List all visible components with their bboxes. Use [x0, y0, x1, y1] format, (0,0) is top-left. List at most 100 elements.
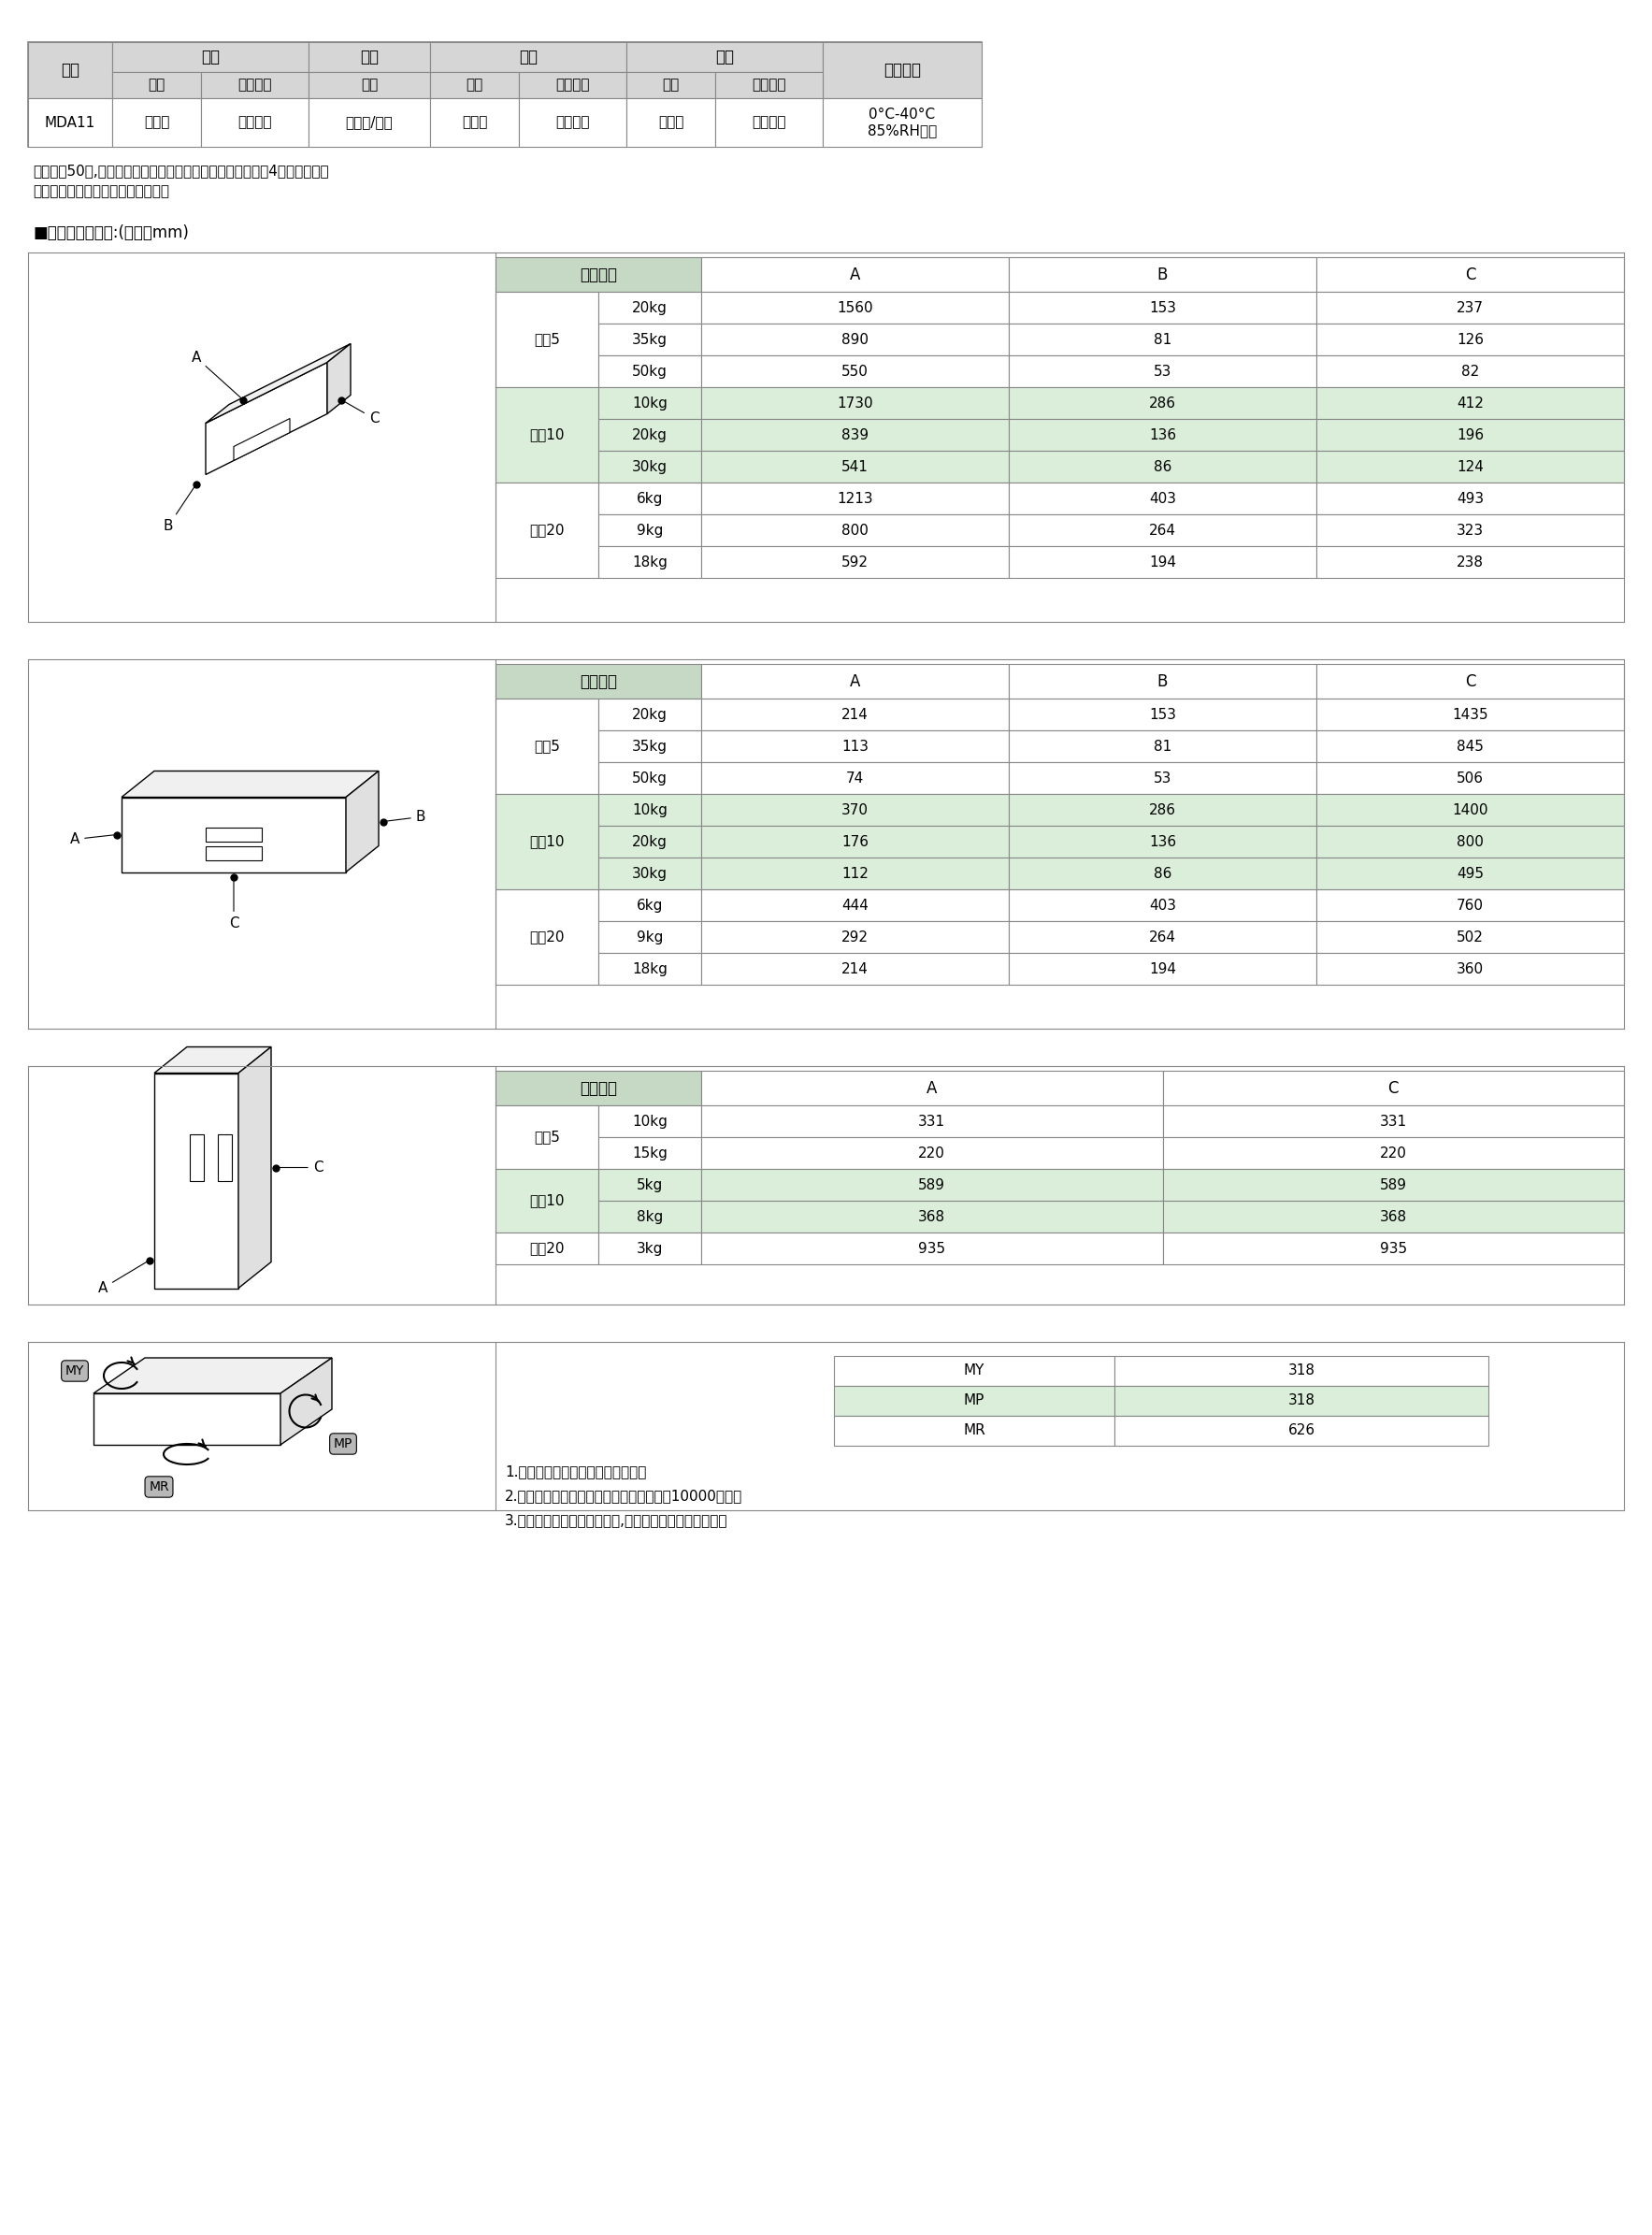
Text: 盖板: 盖板: [715, 49, 733, 65]
Bar: [1317, 890, 1624, 921]
Text: 使用环境: 使用环境: [884, 63, 920, 78]
Bar: [700, 825, 1009, 858]
Text: 493: 493: [1457, 492, 1483, 505]
Text: A: A: [69, 831, 114, 847]
Bar: [218, 1133, 231, 1180]
Text: 30kg: 30kg: [633, 460, 667, 474]
Text: 506: 506: [1457, 771, 1483, 784]
Bar: [598, 324, 700, 355]
Text: 20kg: 20kg: [633, 834, 667, 849]
Text: 导程5: 导程5: [534, 333, 560, 346]
Bar: [1009, 514, 1317, 545]
Bar: [206, 827, 261, 840]
Polygon shape: [206, 362, 327, 474]
Text: 35kg: 35kg: [633, 740, 667, 753]
Bar: [1009, 762, 1317, 793]
Text: 35kg: 35kg: [633, 333, 667, 346]
Bar: [112, 98, 202, 148]
Text: 286: 286: [1150, 802, 1176, 816]
Polygon shape: [206, 344, 350, 422]
Bar: [1163, 1138, 1624, 1169]
Text: 194: 194: [1150, 554, 1176, 570]
Bar: [496, 1231, 598, 1265]
Bar: [1317, 387, 1624, 418]
Bar: [700, 1169, 1163, 1200]
Text: 214: 214: [841, 961, 869, 977]
Text: 6kg: 6kg: [636, 492, 662, 505]
Text: 81: 81: [1153, 333, 1171, 346]
Bar: [430, 42, 626, 72]
Bar: [834, 1357, 1115, 1386]
Bar: [309, 42, 430, 72]
Text: 74: 74: [846, 771, 864, 784]
Text: 124: 124: [1457, 460, 1483, 474]
Text: 220: 220: [919, 1147, 945, 1160]
Text: A: A: [192, 351, 241, 398]
Text: 264: 264: [1150, 523, 1176, 536]
Bar: [700, 355, 1009, 387]
Text: C: C: [344, 400, 378, 425]
Text: 50kg: 50kg: [633, 364, 667, 378]
Bar: [598, 514, 700, 545]
Bar: [1317, 825, 1624, 858]
Bar: [700, 1106, 1163, 1138]
Bar: [700, 890, 1009, 921]
Text: 214: 214: [841, 708, 869, 722]
Bar: [700, 324, 1009, 355]
Text: C: C: [1465, 673, 1475, 691]
Text: 导程20: 导程20: [529, 523, 565, 536]
Bar: [1317, 921, 1624, 952]
Text: 底座: 底座: [202, 49, 220, 65]
Text: 360: 360: [1457, 961, 1483, 977]
Text: C: C: [228, 878, 238, 930]
Text: 10kg: 10kg: [633, 802, 667, 816]
Text: 589: 589: [1379, 1178, 1408, 1191]
Bar: [112, 42, 309, 72]
Bar: [700, 762, 1009, 793]
Bar: [700, 1231, 1163, 1265]
Polygon shape: [238, 1046, 271, 1287]
Text: 材质: 材质: [149, 78, 165, 92]
Bar: [1009, 921, 1317, 952]
Bar: [28, 98, 112, 148]
Bar: [626, 72, 715, 98]
Bar: [202, 98, 309, 148]
Text: 800: 800: [841, 523, 869, 536]
Text: MY: MY: [963, 1363, 985, 1379]
Text: 导程20: 导程20: [529, 1240, 565, 1256]
Bar: [626, 42, 823, 72]
Bar: [1115, 1415, 1488, 1446]
Bar: [700, 451, 1009, 483]
Text: 导程10: 导程10: [529, 834, 565, 849]
Text: 318: 318: [1289, 1363, 1315, 1379]
Bar: [430, 72, 519, 98]
Bar: [700, 293, 1009, 324]
Bar: [700, 700, 1009, 731]
Bar: [700, 514, 1009, 545]
Text: 403: 403: [1150, 492, 1176, 505]
Text: 30kg: 30kg: [633, 867, 667, 881]
Bar: [1317, 793, 1624, 825]
Bar: [700, 731, 1009, 762]
Bar: [519, 98, 626, 148]
Bar: [1009, 483, 1317, 514]
Bar: [700, 257, 1009, 293]
Bar: [519, 72, 626, 98]
Text: 3kg: 3kg: [636, 1240, 662, 1256]
Text: 9kg: 9kg: [636, 523, 662, 536]
Text: 导程10: 导程10: [529, 1193, 565, 1207]
Text: 1213: 1213: [838, 492, 872, 505]
Text: 6kg: 6kg: [636, 898, 662, 912]
Bar: [496, 293, 598, 387]
Bar: [626, 98, 715, 148]
Text: C: C: [279, 1160, 322, 1176]
Text: 331: 331: [1379, 1115, 1408, 1129]
Text: A: A: [927, 1080, 937, 1097]
Text: 表面处理: 表面处理: [555, 78, 590, 92]
Text: ■容许负载力矩表:(单位：mm): ■容许负载力矩表:(单位：mm): [33, 224, 188, 241]
Bar: [1009, 664, 1317, 700]
Polygon shape: [122, 798, 345, 872]
Bar: [1163, 1231, 1624, 1265]
Text: 331: 331: [919, 1115, 945, 1129]
Bar: [1317, 858, 1624, 890]
